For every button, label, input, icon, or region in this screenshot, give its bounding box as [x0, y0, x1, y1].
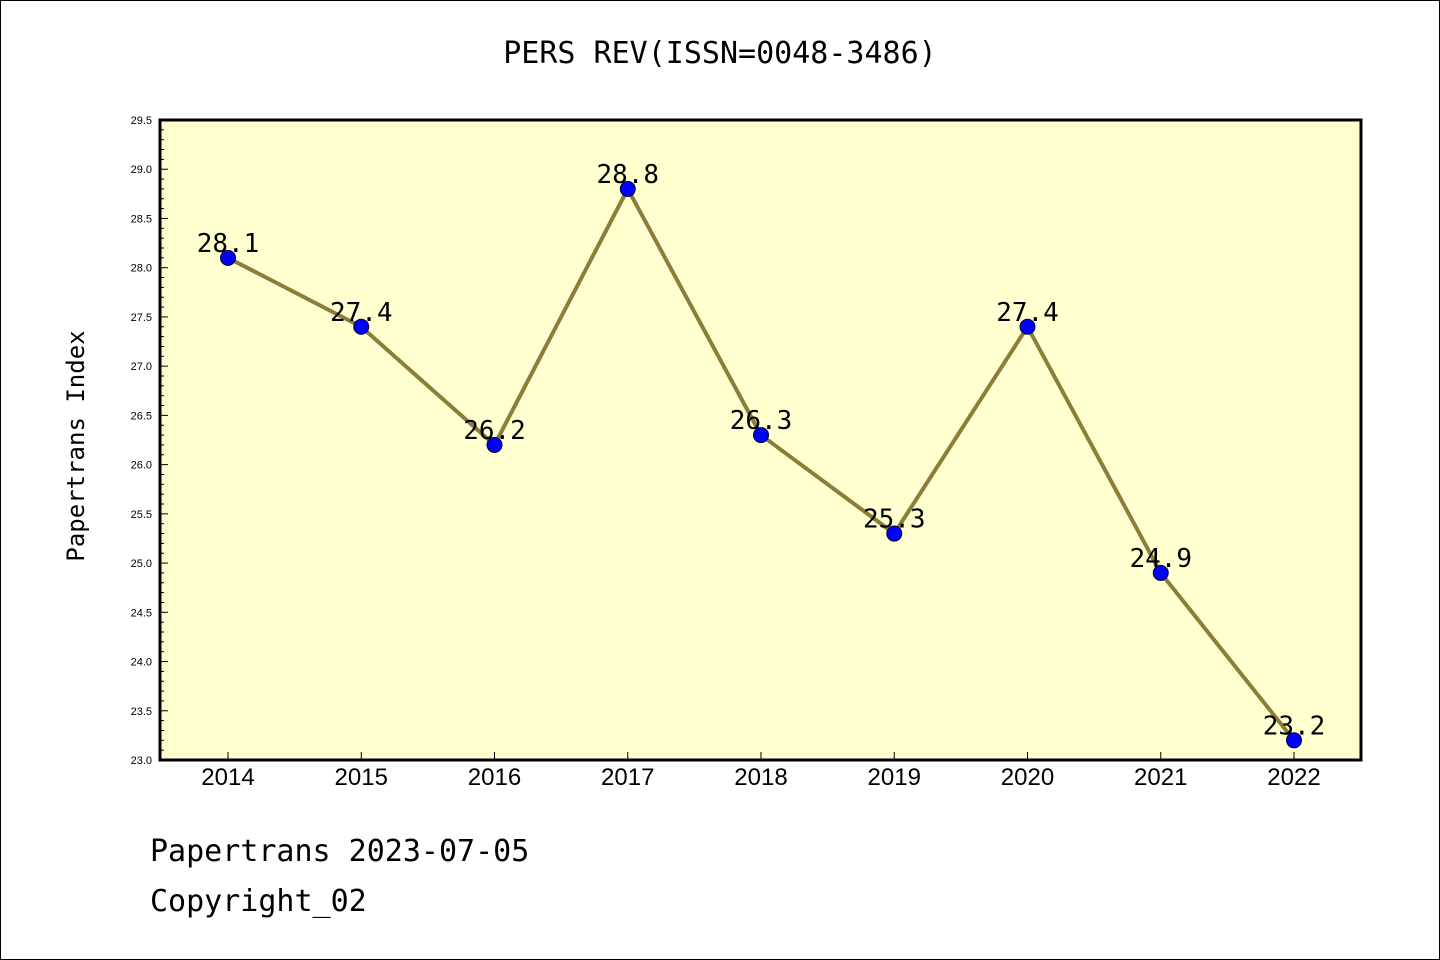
data-label: 26.3	[730, 406, 793, 436]
data-point	[753, 427, 769, 444]
y-tick-label: 29.5	[131, 115, 152, 127]
data-point	[353, 318, 370, 335]
plot-border	[158, 118, 1363, 762]
data-label: 24.9	[1129, 544, 1192, 574]
data-label: 28.8	[596, 160, 659, 190]
y-tick-label: 25.5	[131, 509, 152, 521]
x-tick-label: 2019	[868, 764, 921, 791]
y-tick-label: 29.0	[131, 164, 152, 176]
chart-title: PERS REV(ISSN=0048-3486)	[503, 36, 937, 71]
x-tick-label: 2016	[468, 764, 521, 791]
data-point	[1286, 732, 1302, 749]
data-point	[619, 180, 636, 197]
data-label: 25.3	[863, 505, 926, 535]
x-tick-label: 2015	[335, 764, 388, 791]
y-tick-label: 24.0	[131, 657, 152, 669]
y-tick-label: 27.5	[131, 312, 152, 324]
data-point	[1019, 318, 1036, 335]
x-tick-label: 2018	[734, 764, 787, 791]
x-tick-label: 2017	[601, 764, 654, 791]
y-tick-label: 27.0	[131, 361, 152, 373]
y-tick-label: 25.0	[131, 558, 152, 570]
data-label: 23.2	[1263, 711, 1326, 741]
y-tick-label: 23.0	[131, 755, 152, 767]
data-label: 27.4	[996, 298, 1059, 328]
x-tick-label: 2021	[1134, 764, 1187, 791]
footer-date: Papertrans 2023-07-05	[150, 834, 530, 869]
data-label: 28.1	[197, 229, 260, 259]
footer-copyright: Copyright_02	[150, 884, 367, 919]
y-tick-label: 28.0	[131, 263, 152, 275]
data-point	[1152, 564, 1169, 581]
y-tick-label: 26.5	[131, 410, 152, 422]
data-point	[886, 525, 903, 542]
y-tick-label: 28.5	[131, 213, 152, 225]
x-tick-label: 2020	[1001, 764, 1054, 791]
y-tick-label: 24.5	[131, 607, 152, 619]
data-point	[486, 436, 503, 453]
x-tick-label: 2014	[201, 764, 254, 791]
data-point	[220, 249, 236, 266]
x-tick-label: 2022	[1267, 764, 1320, 791]
data-label: 26.2	[463, 416, 526, 446]
y-tick-label: 23.5	[131, 706, 152, 718]
data-label: 27.4	[330, 298, 393, 328]
y-tick-label: 26.0	[131, 460, 152, 472]
